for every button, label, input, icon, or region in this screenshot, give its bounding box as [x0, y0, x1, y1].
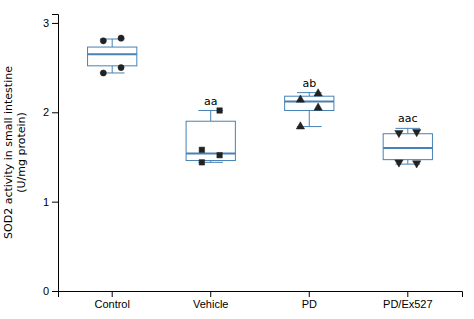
point [395, 130, 403, 137]
box-group [186, 108, 235, 165]
box-group [88, 35, 137, 76]
point [296, 122, 304, 129]
x-tick: Vehicle [193, 291, 228, 310]
x-tick: Control [94, 291, 129, 310]
box [383, 134, 432, 160]
x-tick-mark [210, 291, 211, 297]
y-tick-label: 0 [43, 285, 49, 297]
y-axis: 0 1 2 3 [43, 15, 59, 298]
point [118, 65, 124, 71]
whisker-high [112, 39, 113, 47]
y-axis-title: SOD2 activity in small intestine [2, 66, 15, 239]
point [413, 161, 421, 168]
x-tick: PD/Ex527 [383, 291, 433, 310]
y-tick-label: 1 [43, 196, 49, 208]
median [186, 152, 235, 154]
y-tick-mark [52, 112, 58, 113]
y-axis-title: (U/mg protein) [15, 112, 28, 193]
whisker-high [407, 128, 408, 133]
point [395, 160, 403, 167]
whisker-low [407, 160, 408, 164]
x-tick-label: Vehicle [193, 298, 228, 310]
x-tick: PD [302, 291, 317, 310]
whisker-low [309, 111, 310, 127]
point [296, 95, 304, 102]
x-tick-label: PD/Ex527 [383, 298, 433, 310]
annotation: ab [302, 77, 316, 90]
annotation: aa [204, 95, 217, 108]
chart: 0 1 2 3 Control Vehicle PD PD/Ex527 SOD2 activit… [0, 0, 474, 319]
cap-high [395, 128, 420, 129]
annotation: aac [398, 112, 418, 125]
y-tick-mark [52, 202, 58, 203]
x-tick-mark [309, 291, 310, 297]
x-tick-label: Control [94, 298, 129, 310]
x-tick-mark [407, 291, 408, 297]
median [88, 53, 137, 55]
y-tick-mark [52, 291, 58, 292]
point [217, 152, 222, 157]
box [285, 96, 334, 110]
box [186, 121, 235, 160]
plot: 0 1 2 3 Control Vehicle PD PD/Ex527 SOD2 activit… [2, 15, 463, 310]
y-axis-line [52, 15, 59, 292]
y-tick: 1 [43, 196, 58, 208]
point [100, 38, 106, 44]
x-axis-line [59, 292, 463, 298]
y-tick: 3 [43, 17, 58, 29]
median [285, 101, 334, 103]
point [118, 35, 124, 41]
marks [88, 35, 433, 168]
y-tick-mark [52, 23, 58, 24]
y-tick: 0 [43, 285, 58, 297]
y-tick-label: 3 [43, 17, 49, 29]
whisker-high [309, 93, 310, 97]
y-tick-label: 2 [43, 106, 49, 118]
point [100, 70, 106, 76]
point [199, 160, 204, 165]
y-tick: 2 [43, 106, 58, 118]
x-tick-mark [112, 291, 113, 297]
point [199, 147, 204, 152]
point [217, 108, 222, 113]
whisker-high [210, 111, 211, 122]
point [314, 89, 322, 96]
x-tick-label: PD [302, 298, 317, 310]
box-group [383, 128, 432, 168]
box [88, 47, 137, 66]
point [314, 103, 322, 110]
box-group [285, 89, 334, 129]
median [383, 147, 432, 149]
point [413, 130, 421, 137]
whisker-low [112, 66, 113, 73]
x-axis: Control Vehicle PD PD/Ex527 [59, 291, 463, 310]
